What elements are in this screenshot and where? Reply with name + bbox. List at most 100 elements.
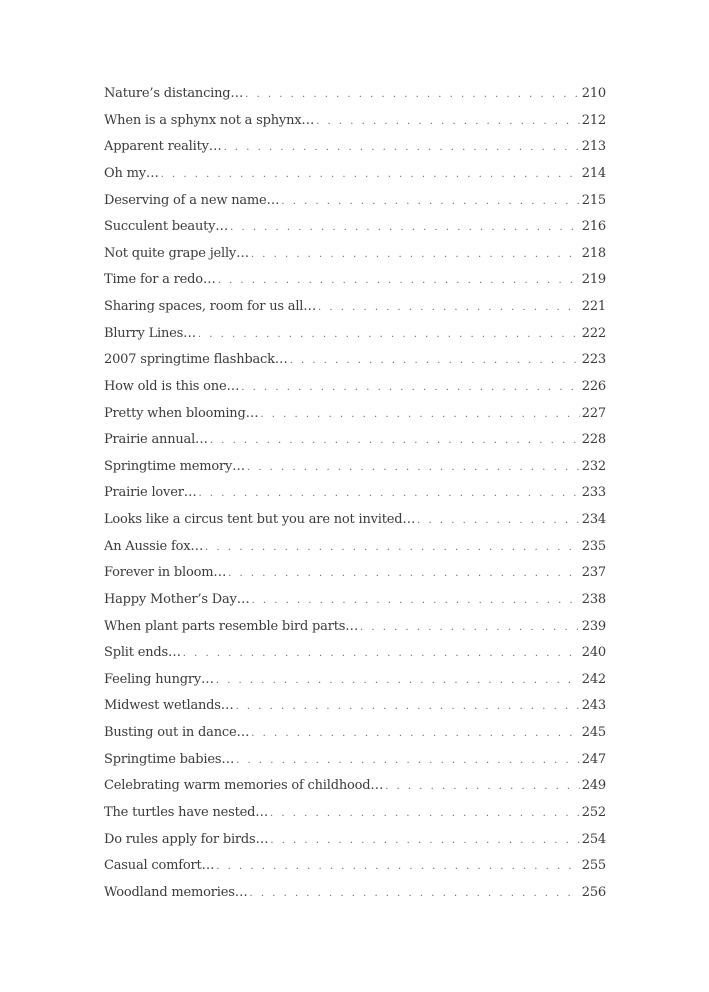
toc-entry-page-number: 215 [581, 192, 606, 208]
dot-leader [270, 808, 580, 819]
toc-entry-page-number: 232 [581, 458, 606, 474]
toc-entry-page-number: 222 [581, 325, 606, 341]
toc-entry[interactable]: Springtime memory… 232 [104, 459, 606, 486]
toc-entry[interactable]: When plant parts resemble bird parts… 239 [104, 619, 606, 646]
dot-leader [224, 142, 580, 153]
toc-entry-page-number: 235 [581, 538, 606, 554]
toc-entry[interactable]: Time for a redo… 219 [104, 272, 606, 299]
dot-leader [281, 196, 579, 207]
toc-entry[interactable]: Feeling hungry… 242 [104, 672, 606, 699]
toc-entry-title: When is a sphynx not a sphynx… [104, 112, 315, 128]
dot-leader [205, 542, 580, 553]
dot-leader [210, 435, 580, 446]
toc-entry-page-number: 245 [581, 725, 606, 740]
toc-entry-title: Midwest wetlands… [104, 698, 234, 714]
dot-leader [290, 355, 580, 366]
toc-entry-title: Nature’s distancing… [104, 86, 244, 101]
toc-entry[interactable]: Succulent beauty… 216 [104, 219, 606, 246]
toc-entry[interactable]: How old is this one… 226 [104, 379, 606, 406]
dot-leader [198, 329, 580, 340]
dot-leader [216, 861, 579, 872]
toc-entry[interactable]: Blurry Lines… 222 [104, 326, 606, 353]
toc-entry[interactable]: Springtime babies… 247 [104, 752, 606, 779]
toc-entry-page-number: 249 [581, 778, 606, 794]
toc-entry-title: Celebrating warm memories of childhood… [104, 778, 384, 794]
toc-entry[interactable]: The turtles have nested… 252 [104, 805, 606, 832]
dot-leader [270, 835, 579, 846]
toc-entry-title: When plant parts resemble bird parts… [104, 618, 359, 634]
toc-entry-title: Not quite grape jelly… [104, 245, 249, 261]
toc-entry-title: Sharing spaces, room for us all… [104, 299, 317, 314]
toc-entry[interactable]: Celebrating warm memories of childhood… 2… [104, 778, 606, 805]
toc-entry[interactable]: When is a sphynx not a sphynx… 212 [104, 113, 606, 140]
dot-leader [251, 728, 580, 739]
dot-leader [247, 462, 580, 473]
toc-entry-title: Do rules apply for birds… [104, 831, 269, 847]
toc-entry[interactable]: Happy Mother’s Day… 238 [104, 592, 606, 619]
toc-entry[interactable]: Sharing spaces, room for us all… 221 [104, 299, 606, 326]
toc-entry-page-number: 252 [581, 804, 606, 820]
toc-entry[interactable]: Apparent reality… 213 [104, 139, 606, 166]
toc-entry[interactable]: Split ends… 240 [104, 645, 606, 672]
toc-entry-page-number: 226 [581, 378, 606, 394]
toc-entry[interactable]: Looks like a circus tent but you are not… [104, 512, 606, 539]
toc-entry-title: Time for a redo… [104, 272, 216, 288]
toc-entry-title: 2007 springtime flashback… [104, 352, 288, 368]
toc-entry[interactable]: Casual comfort… 255 [104, 858, 606, 885]
dot-leader [318, 302, 580, 313]
toc-entry[interactable]: Do rules apply for birds… 254 [104, 832, 606, 859]
toc-entry[interactable]: An Aussie fox… 235 [104, 539, 606, 566]
dot-leader [161, 169, 580, 180]
toc-entry[interactable]: Busting out in dance… 245 [104, 725, 606, 752]
toc-entry[interactable]: Prairie lover… 233 [104, 485, 606, 512]
dot-leader [236, 701, 580, 712]
toc-entry[interactable]: Midwest wetlands… 243 [104, 698, 606, 725]
toc-entry-page-number: 219 [581, 272, 606, 288]
toc-entry[interactable]: Not quite grape jelly… 218 [104, 246, 606, 273]
toc-entry[interactable]: Forever in bloom… 237 [104, 565, 606, 592]
toc-entry-page-number: 242 [581, 671, 606, 687]
dot-leader [360, 622, 580, 633]
toc-entry-title: Apparent reality… [104, 139, 222, 155]
toc-entry-title: Prairie annual… [104, 432, 208, 448]
toc-entry-title: Forever in bloom… [104, 565, 227, 581]
toc-entry-title: Springtime memory… [104, 458, 245, 474]
toc-entry-title: Happy Mother’s Day… [104, 591, 250, 607]
toc-entry-title: Split ends… [104, 645, 181, 661]
dot-leader [218, 275, 580, 286]
toc-entry-page-number: 234 [581, 512, 606, 527]
toc-entry-title: Feeling hungry… [104, 671, 214, 687]
dot-leader [417, 515, 580, 526]
toc-entry-title: Deserving of a new name… [104, 192, 280, 208]
toc-entry-title: Blurry Lines… [104, 325, 196, 341]
toc-entry-page-number: 223 [581, 352, 606, 368]
dot-leader [250, 888, 580, 899]
toc-entry[interactable]: Deserving of a new name… 215 [104, 193, 606, 220]
toc-entry-title: Succulent beauty… [104, 219, 229, 235]
dot-leader [251, 249, 580, 260]
toc-entry-title: Casual comfort… [104, 858, 215, 874]
toc-entry-title: Busting out in dance… [104, 725, 250, 740]
dot-leader [230, 222, 580, 233]
toc-entry-page-number: 256 [581, 884, 606, 900]
dot-leader [199, 488, 580, 499]
toc-entry-title: Prairie lover… [104, 485, 197, 501]
toc-entry-title: Oh my… [104, 165, 159, 181]
toc-entry-page-number: 214 [581, 165, 606, 181]
dot-leader [241, 382, 580, 393]
toc-entry-page-number: 239 [581, 618, 606, 634]
toc-entry-page-number: 221 [581, 299, 606, 314]
toc-entry[interactable]: 2007 springtime flashback… 223 [104, 352, 606, 379]
dot-leader [183, 648, 580, 659]
toc-entry[interactable]: Oh my… 214 [104, 166, 606, 193]
toc-entry[interactable]: Pretty when blooming… 227 [104, 406, 606, 433]
toc-entry-page-number: 228 [581, 432, 606, 448]
toc-entry[interactable]: Woodland memories… 256 [104, 885, 606, 912]
toc-entry-page-number: 240 [581, 645, 606, 661]
dot-leader [316, 116, 580, 127]
toc-entry[interactable]: Nature’s distancing… 210 [104, 86, 606, 113]
toc-entry-page-number: 233 [581, 485, 606, 501]
toc-entry-page-number: 216 [581, 219, 606, 235]
toc-entry[interactable]: Prairie annual… 228 [104, 432, 606, 459]
dot-leader [252, 595, 580, 606]
